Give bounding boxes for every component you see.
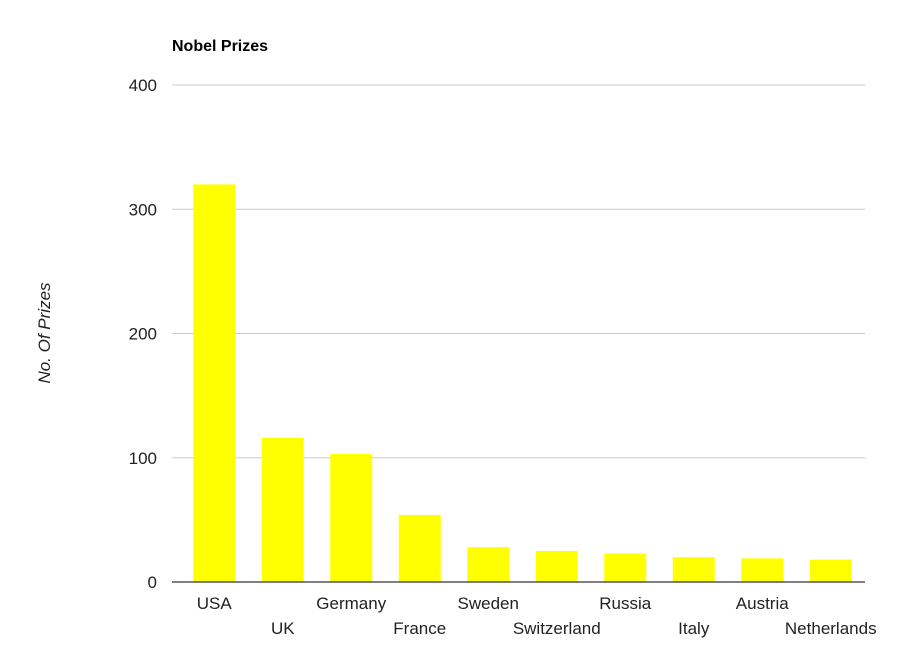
bar-germany xyxy=(330,454,373,582)
y-axis-ticks: 0 100 200 300 400 xyxy=(129,76,157,592)
y-tick-label: 400 xyxy=(129,76,157,95)
x-tick-label: Austria xyxy=(736,594,789,613)
x-tick-label: Germany xyxy=(316,594,386,613)
x-tick-label: Sweden xyxy=(458,594,519,613)
y-tick-label: 200 xyxy=(129,325,157,344)
y-tick-label: 300 xyxy=(129,200,157,219)
y-axis-label: No. Of Prizes xyxy=(35,282,54,384)
bar-sweden xyxy=(467,547,510,582)
bar-usa xyxy=(193,184,236,582)
y-tick-label: 100 xyxy=(129,449,157,468)
bar-france xyxy=(398,514,441,582)
x-tick-label: France xyxy=(393,619,446,638)
chart-title: Nobel Prizes xyxy=(172,38,268,55)
x-tick-label: Netherlands xyxy=(785,619,877,638)
x-tick-label: UK xyxy=(271,619,295,638)
x-axis-ticks: USA UK Germany France Sweden Switzerland Russi… xyxy=(197,594,877,638)
bar-netherlands xyxy=(809,559,852,582)
bar-austria xyxy=(741,558,784,582)
bar-italy xyxy=(672,557,715,582)
x-tick-label: Russia xyxy=(599,594,652,613)
y-tick-label: 0 xyxy=(148,573,157,592)
x-tick-label: Switzerland xyxy=(513,619,601,638)
bars xyxy=(193,184,852,582)
gridlines xyxy=(172,84,865,459)
bar-uk xyxy=(261,437,304,582)
x-tick-label: USA xyxy=(197,594,233,613)
bar-russia xyxy=(604,553,647,582)
bar-switzerland xyxy=(535,550,578,582)
x-tick-label: Italy xyxy=(678,619,710,638)
